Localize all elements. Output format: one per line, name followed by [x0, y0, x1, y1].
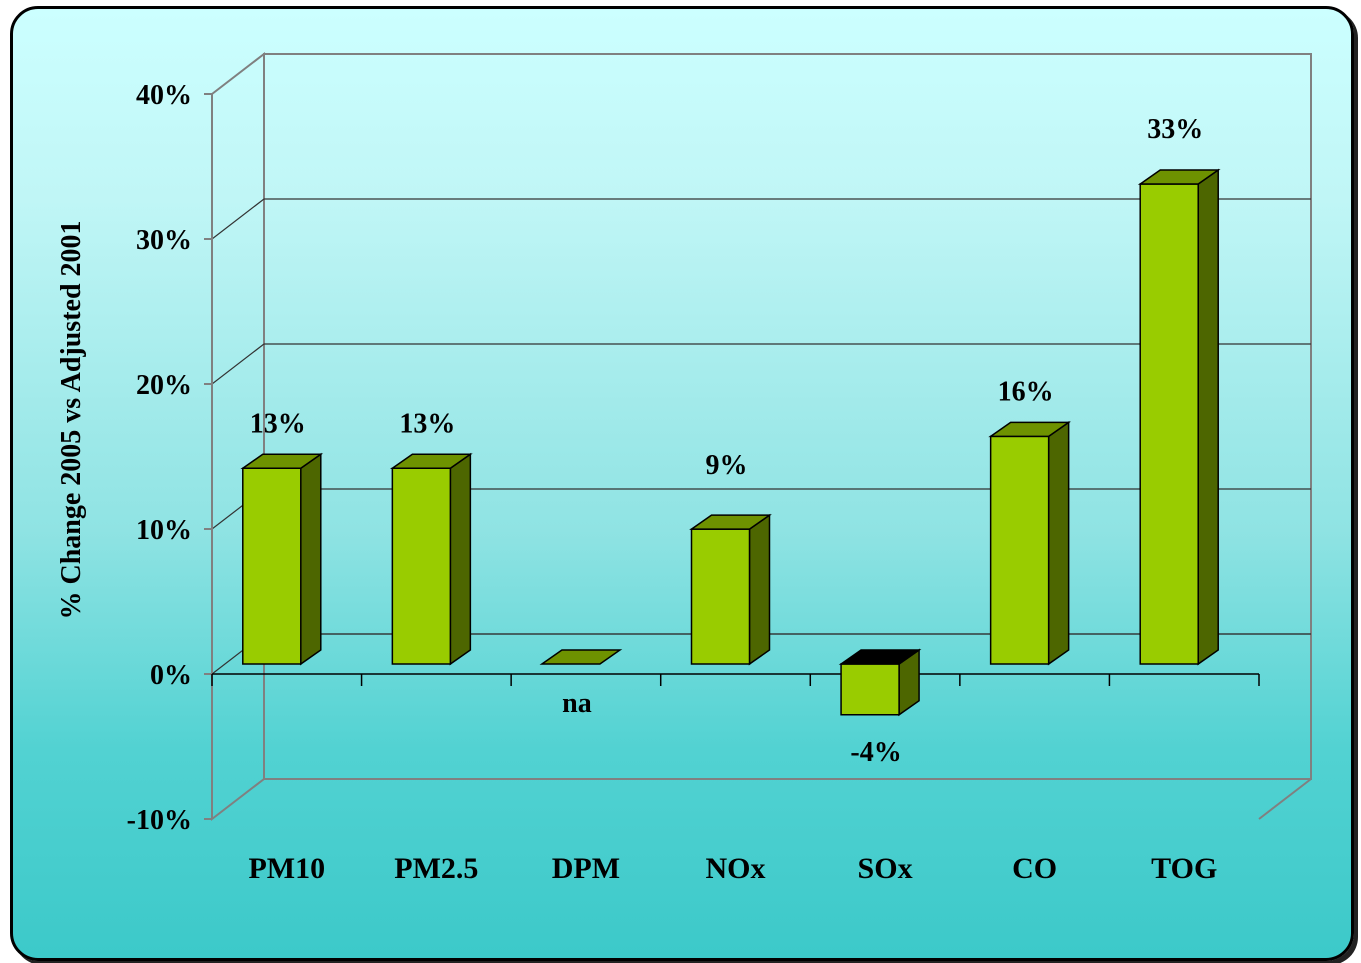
bar-front [989, 435, 1050, 665]
x-tick-label: TOG [1151, 852, 1217, 885]
bar-top [539, 649, 623, 665]
bar-side [300, 452, 322, 666]
data-label: na [562, 688, 592, 719]
bar-side [1047, 420, 1070, 666]
label-layer: 13% PM10 13% PM2.5 na DPM 9% NOx -4% SOx 16% CO 33% T… [248, 114, 1217, 885]
bar-layer [240, 168, 1221, 717]
gridline-side [211, 343, 265, 385]
x-tick-label: SOx [858, 852, 913, 885]
data-label: 9% [706, 450, 748, 481]
data-label: 13% [399, 408, 455, 439]
bar-co [988, 420, 1072, 666]
data-label: 16% [998, 376, 1054, 407]
y-tick-label: 40% [136, 80, 192, 111]
bar-side [1197, 168, 1219, 666]
data-label: -4% [850, 737, 901, 768]
bar-dpm [539, 649, 623, 665]
y-tick-label: 10% [136, 515, 192, 546]
bar-pm25 [389, 452, 473, 666]
floor-right-edge [1258, 778, 1312, 820]
bar-pm10 [240, 452, 324, 666]
x-tick-label: DPM [552, 852, 620, 885]
bar-top [389, 453, 473, 469]
gridline-side [211, 198, 265, 240]
bar-side [449, 452, 472, 666]
x-tick-label: CO [1012, 852, 1057, 885]
y-tick-label: 0% [150, 660, 192, 691]
bar-sox [838, 648, 922, 717]
bar-tog [1137, 168, 1221, 666]
y-axis-title: % Change 2005 vs Adjusted 2001 [56, 220, 87, 619]
bar-nox [689, 513, 772, 666]
bar-front [690, 528, 751, 665]
bar-front [840, 663, 900, 716]
bar-front [391, 467, 452, 665]
axis-layer: -10% 0% 10% 20% 30% 40% [127, 80, 1260, 836]
bar-top [1137, 169, 1221, 185]
data-label: 33% [1147, 114, 1203, 145]
bar-top [240, 453, 324, 469]
bar-front [1139, 183, 1199, 665]
bar-top [838, 649, 922, 665]
y-tick-label: 30% [136, 225, 192, 256]
y-tick-label: -10% [127, 805, 192, 836]
data-label: 13% [250, 408, 306, 439]
bar-top [689, 514, 772, 530]
y-tick-label: 20% [136, 370, 192, 401]
x-tick-label: PM10 [248, 852, 325, 885]
bar-top [988, 421, 1072, 438]
bar-side [748, 513, 771, 666]
bar-front [242, 467, 302, 665]
x-tick-label: NOx [706, 852, 766, 885]
x-tick-label: PM2.5 [394, 852, 478, 885]
